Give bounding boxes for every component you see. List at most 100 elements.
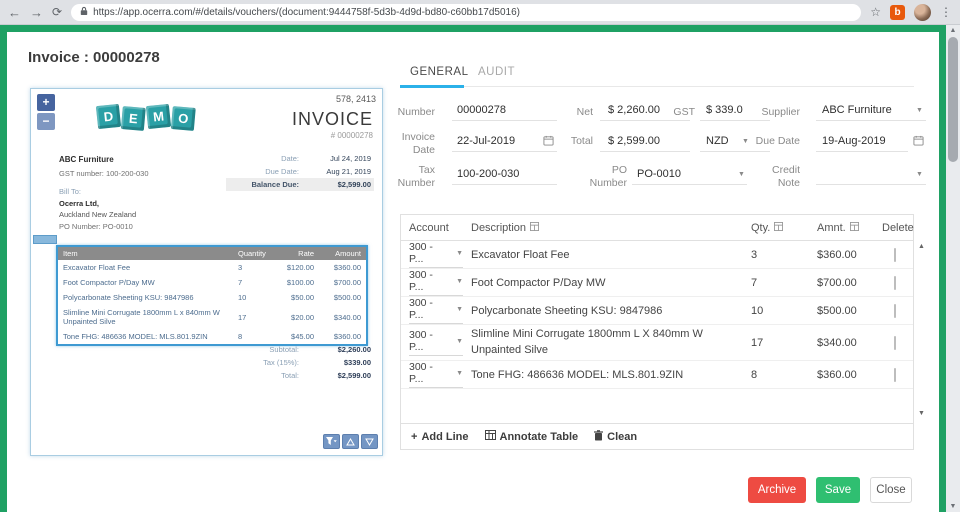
chevron-down-icon: ▼ xyxy=(456,369,463,377)
total-field[interactable]: $ 2,599.00 xyxy=(608,135,660,147)
filter-annotations-button[interactable] xyxy=(323,434,340,449)
chevron-down-icon[interactable]: ▼ xyxy=(738,171,745,178)
lock-icon xyxy=(80,3,88,21)
cursor-coordinates: 578, 2413 xyxy=(335,94,376,104)
description-header: Description xyxy=(471,221,527,234)
annotation-marker[interactable] xyxy=(33,235,57,244)
annotate-column-icon[interactable] xyxy=(530,221,540,234)
preview-items-table[interactable]: Item Quantity Rate Amount Excavator Floa… xyxy=(56,245,368,346)
qty-cell[interactable]: 17 xyxy=(751,336,764,349)
line-items-table: Account Description Qty. Amnt. Delete 30… xyxy=(400,214,914,450)
calendar-icon[interactable] xyxy=(543,133,554,151)
zoom-in-button[interactable]: + xyxy=(37,94,55,111)
address-bar[interactable]: https://app.ocerra.com/#/details/voucher… xyxy=(71,3,862,21)
tax-number-field[interactable]: 100-200-030 xyxy=(457,168,520,180)
zoom-out-button[interactable]: − xyxy=(37,113,55,130)
delete-checkbox[interactable] xyxy=(894,303,896,318)
total-label: Total: xyxy=(281,371,299,380)
tab-audit[interactable]: AUDIT xyxy=(478,66,515,78)
gst-label: GST xyxy=(673,106,695,118)
scrollbar-thumb[interactable] xyxy=(948,37,958,162)
delete-checkbox[interactable] xyxy=(894,247,896,262)
qty-cell[interactable]: 7 xyxy=(751,276,758,289)
subtotal-label: Subtotal: xyxy=(269,345,299,354)
triangle-up-icon xyxy=(346,433,355,451)
table-row: Foot Compactor P/Day MW 7 $100.00 $700.00 xyxy=(63,278,361,287)
table-footer: + Add Line Annotate Table Clean xyxy=(401,423,913,449)
amount-cell[interactable]: $500.00 xyxy=(817,304,857,317)
tab-general[interactable]: GENERAL xyxy=(410,66,469,78)
archive-button[interactable]: Archive xyxy=(748,477,806,503)
invoice-date-field[interactable]: 22-Jul-2019 xyxy=(457,135,516,147)
qty-cell[interactable]: 3 xyxy=(751,248,758,261)
table-scroll-down-icon[interactable]: ▼ xyxy=(918,410,925,417)
annotate-column-icon[interactable] xyxy=(774,221,784,234)
po-number-select[interactable]: PO-0010 xyxy=(637,168,682,180)
delete-checkbox[interactable] xyxy=(894,367,896,382)
extension-icon[interactable]: b xyxy=(890,4,905,20)
line-row: 300 - P... ▼ Slimline Mini Corrugate 1800… xyxy=(401,325,913,361)
supplier-select[interactable]: ABC Furniture xyxy=(822,104,892,116)
bill-to-label: Bill To: xyxy=(59,187,81,196)
logo-cube: O xyxy=(170,106,196,131)
account-select[interactable]: 300 - P... ▼ xyxy=(409,269,463,296)
delete-checkbox[interactable] xyxy=(894,275,896,290)
gst-field[interactable]: $ 339.0 xyxy=(706,104,743,116)
scrollbar-up-icon[interactable]: ▲ xyxy=(949,27,957,34)
clean-button[interactable]: Clean xyxy=(594,429,637,444)
chevron-down-icon[interactable]: ▼ xyxy=(916,107,923,114)
page-up-button[interactable] xyxy=(342,434,359,449)
chevron-down-icon: ▼ xyxy=(456,277,463,285)
gst-number-text: GST number: 100-200-030 xyxy=(59,169,149,178)
net-field[interactable]: $ 2,260.00 xyxy=(608,104,660,116)
line-row: 300 - P... ▼ Foot Compactor P/Day MW 7 $7… xyxy=(401,269,913,297)
description-cell[interactable]: Polycarbonate Sheeting KSU: 9847986 xyxy=(471,304,663,317)
back-icon[interactable]: ← xyxy=(8,4,21,20)
browser-scrollbar[interactable]: ▲ ▼ xyxy=(946,25,960,512)
amount-cell[interactable]: $360.00 xyxy=(817,248,857,261)
table-grid-icon xyxy=(484,430,496,443)
currency-select[interactable]: NZD xyxy=(706,135,729,147)
supplier-name-text: ABC Furniture xyxy=(59,155,114,164)
description-cell[interactable]: Excavator Float Fee xyxy=(471,248,570,261)
amount-cell[interactable]: $700.00 xyxy=(817,276,857,289)
calendar-icon[interactable] xyxy=(913,133,924,151)
close-button[interactable]: Close xyxy=(870,477,912,503)
table-row: Excavator Float Fee 3 $120.00 $360.00 xyxy=(63,263,361,272)
browser-menu-icon[interactable]: ⋮ xyxy=(940,5,952,19)
forward-icon[interactable]: → xyxy=(30,4,43,20)
reload-icon[interactable]: ⟳ xyxy=(52,5,63,19)
annotate-table-button[interactable]: Annotate Table xyxy=(484,430,578,443)
po-number-label: PO Number xyxy=(589,164,627,189)
chevron-down-icon[interactable]: ▼ xyxy=(916,171,923,178)
qty-cell[interactable]: 10 xyxy=(751,304,764,317)
amount-cell[interactable]: $360.00 xyxy=(817,368,857,381)
qty-cell[interactable]: 8 xyxy=(751,368,758,381)
bookmark-star-icon[interactable]: ☆ xyxy=(870,5,881,19)
account-select[interactable]: 300 - P... ▼ xyxy=(409,329,463,356)
annotate-column-icon[interactable] xyxy=(849,221,859,234)
delete-checkbox[interactable] xyxy=(894,335,896,350)
scrollbar-down-icon[interactable]: ▼ xyxy=(949,503,957,510)
account-select[interactable]: 300 - P... ▼ xyxy=(409,297,463,324)
chevron-down-icon[interactable]: ▼ xyxy=(742,138,749,145)
account-select[interactable]: 300 - P... ▼ xyxy=(409,241,463,268)
description-cell[interactable]: Slimline Mini Corrugate 1800mm L X 840mm… xyxy=(471,328,703,356)
due-date-label: Due Date: xyxy=(265,167,299,176)
table-row: Slimline Mini Corrugate 1800mm L x 840mm… xyxy=(63,308,361,326)
profile-avatar[interactable] xyxy=(914,3,931,21)
number-field[interactable]: 00000278 xyxy=(457,104,506,116)
invoice-preview-panel[interactable]: + − 578, 2413 D E M O INVOICE # 00000278… xyxy=(30,88,383,456)
chevron-down-icon: ▼ xyxy=(456,337,463,345)
amount-cell[interactable]: $340.00 xyxy=(817,336,857,349)
credit-note-label: Credit Note xyxy=(771,164,800,189)
description-cell[interactable]: Tone FHG: 486636 MODEL: MLS.801.9ZIN xyxy=(471,368,684,381)
table-scroll-up-icon[interactable]: ▲ xyxy=(918,243,925,250)
description-cell[interactable]: Foot Compactor P/Day MW xyxy=(471,276,606,289)
page-down-button[interactable] xyxy=(361,434,378,449)
due-date-field[interactable]: 19-Aug-2019 xyxy=(822,135,886,147)
save-button[interactable]: Save xyxy=(816,477,860,503)
invoice-date-label: Invoice Date xyxy=(401,131,435,156)
add-line-button[interactable]: + Add Line xyxy=(411,430,469,443)
account-select[interactable]: 300 - P... ▼ xyxy=(409,361,463,388)
